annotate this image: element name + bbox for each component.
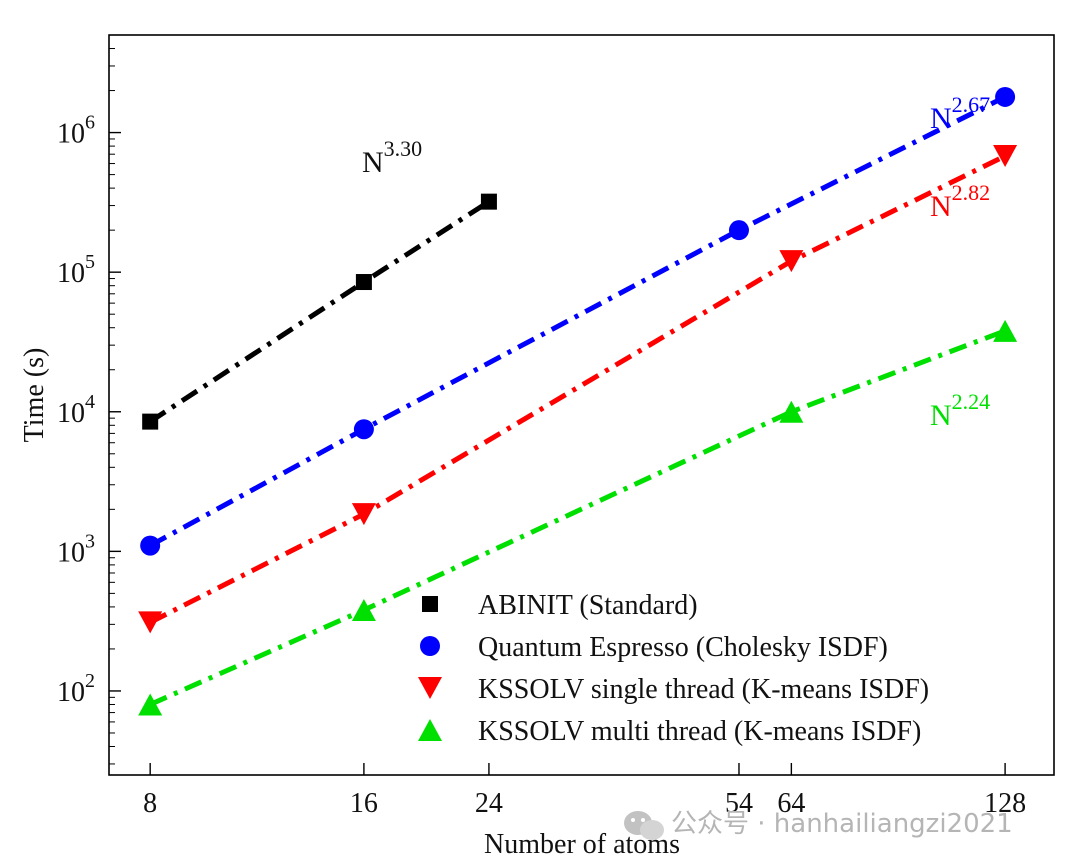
data-point-1-1 [353, 419, 374, 440]
fit-label-3: N2.24 [930, 389, 990, 432]
data-point-0-2 [480, 193, 497, 210]
y-tick-base: 10 [57, 119, 85, 150]
data-point-2-0 [138, 611, 163, 634]
data-point-3-0 [138, 693, 163, 716]
data-point-1-3 [995, 86, 1016, 107]
series-line-3 [149, 328, 1006, 707]
y-tick-exponent: 2 [85, 670, 95, 692]
x-tick-label: 24 [475, 788, 503, 819]
y-tick-label: 106 [57, 112, 95, 150]
legend-label-3: KSSOLV multi thread (K-means ISDF) [478, 716, 921, 747]
legend-marker-3 [418, 719, 442, 741]
legend-marker-2 [418, 677, 442, 699]
y-tick-label: 103 [57, 530, 95, 568]
x-tick-label: 64 [777, 788, 805, 819]
fit-label-exponent: 2.67 [952, 92, 991, 117]
y-tick-exponent: 4 [85, 391, 95, 413]
y-tick-exponent: 3 [85, 530, 95, 552]
data-point-0-0 [142, 413, 159, 430]
watermark-text: 公众号 · hanhailiangzi2021 [671, 809, 1013, 839]
fit-label-base: N [362, 146, 384, 179]
legend-label-0: ABINIT (Standard) [478, 590, 698, 621]
fit-label-0: N3.30 [362, 136, 422, 179]
x-tick-label: 16 [350, 788, 378, 819]
data-point-3-3 [993, 319, 1018, 342]
fit-label-exponent: 2.82 [952, 180, 991, 205]
y-tick-base: 10 [57, 677, 85, 708]
data-point-2-1 [351, 503, 376, 526]
legend-marker-0 [422, 596, 438, 612]
data-point-3-2 [779, 400, 804, 423]
fit-label-base: N [930, 190, 952, 223]
y-tick-label: 105 [57, 251, 95, 289]
x-ticks: 8 16 24 54 64 128 [143, 763, 1026, 819]
legend: ABINIT (Standard) Quantum Espresso (Chole… [418, 590, 929, 747]
fit-label-exponent: 2.24 [952, 389, 991, 414]
data-point-2-2 [779, 250, 804, 273]
x-tick-label: 8 [143, 788, 157, 819]
y-tick-base: 10 [57, 398, 85, 429]
watermark: 公众号 · hanhailiangzi2021 [624, 809, 1013, 840]
data-point-2-3 [993, 144, 1018, 167]
y-axis-title: Time (s) [19, 348, 50, 443]
plot-frame [108, 34, 1055, 776]
x-tick-label: 54 [725, 788, 753, 819]
series-line-1 [148, 94, 1007, 548]
data-point-3-1 [351, 599, 376, 622]
y-tick-exponent: 5 [85, 251, 95, 273]
data-point-0-1 [355, 274, 372, 291]
wechat-icon [624, 811, 664, 840]
fit-label-base: N [930, 399, 952, 432]
y-tick-base: 10 [57, 537, 85, 568]
data-point-1-2 [728, 220, 749, 241]
y-tick-base: 10 [57, 258, 85, 289]
x-tick-label: 128 [984, 788, 1026, 819]
legend-marker-1 [420, 636, 440, 656]
fit-label-1: N2.67 [930, 92, 990, 135]
fit-label-exponent: 3.30 [384, 136, 423, 161]
y-tick-label: 102 [57, 670, 95, 708]
series-markers [138, 86, 1018, 716]
data-point-1-0 [140, 535, 161, 556]
y-tick-exponent: 6 [85, 112, 95, 134]
series-line-0 [148, 199, 491, 424]
legend-label-2: KSSOLV single thread (K-means ISDF) [478, 674, 929, 705]
fit-label-2: N2.82 [930, 180, 990, 223]
fit-label-base: N [930, 102, 952, 135]
series-line-2 [149, 153, 1007, 625]
y-tick-label: 104 [57, 391, 95, 429]
legend-label-1: Quantum Espresso (Cholesky ISDF) [478, 632, 888, 663]
